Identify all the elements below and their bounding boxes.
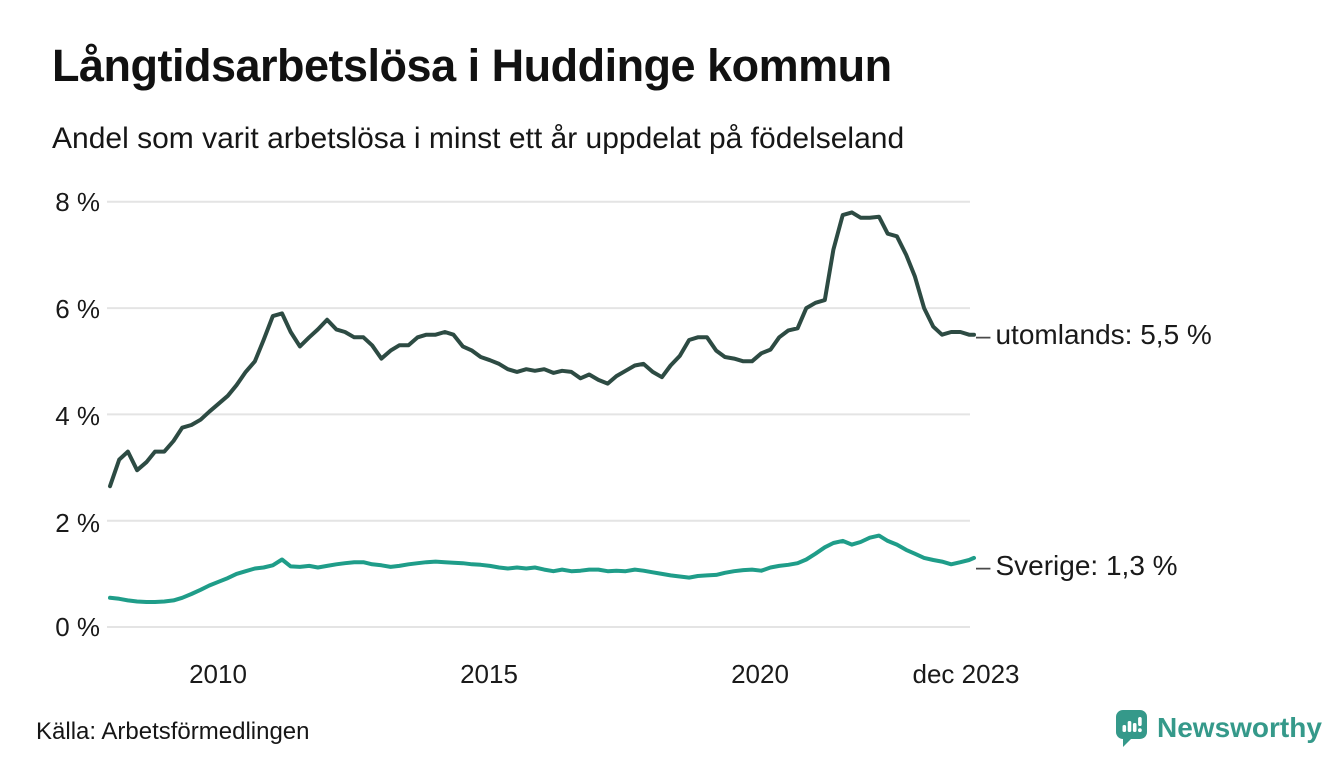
y-tick-8: 8 % (55, 187, 100, 217)
x-tick-2010: 2010 (189, 659, 247, 689)
page-title: Långtidsarbetslösa i Huddinge kommun (52, 40, 892, 91)
label-dash-icon: – (976, 551, 991, 581)
series-line-sverige (108, 533, 976, 604)
newsworthy-wordmark: Newsworthy (1157, 712, 1322, 743)
series-label-utomlands: – utomlands: 5,5 % (976, 318, 1212, 352)
page-subtitle: Andel som varit arbetslösa i minst ett å… (52, 122, 905, 155)
newsworthy-bubble-chart-icon (1116, 710, 1147, 747)
x-tick-2020: 2020 (731, 659, 789, 689)
series-label-sverige-text: Sverige: 1,3 % (995, 550, 1178, 581)
series-line-utomlands (108, 210, 976, 489)
y-tick-2: 2 % (55, 508, 100, 538)
y-tick-6: 6 % (55, 294, 100, 324)
x-tick-2015: 2015 (460, 659, 518, 689)
newsworthy-logo: Newsworthy (1115, 708, 1322, 748)
label-dash-icon: – (976, 320, 991, 350)
x-tick-dec2023: dec 2023 (912, 659, 1020, 689)
source-note: Källa: Arbetsförmedlingen (36, 718, 310, 745)
y-tick-0: 0 % (55, 612, 100, 642)
y-tick-4: 4 % (55, 401, 100, 431)
series-label-utomlands-text: utomlands: 5,5 % (995, 319, 1212, 350)
series-label-sverige: – Sverige: 1,3 % (976, 549, 1178, 583)
